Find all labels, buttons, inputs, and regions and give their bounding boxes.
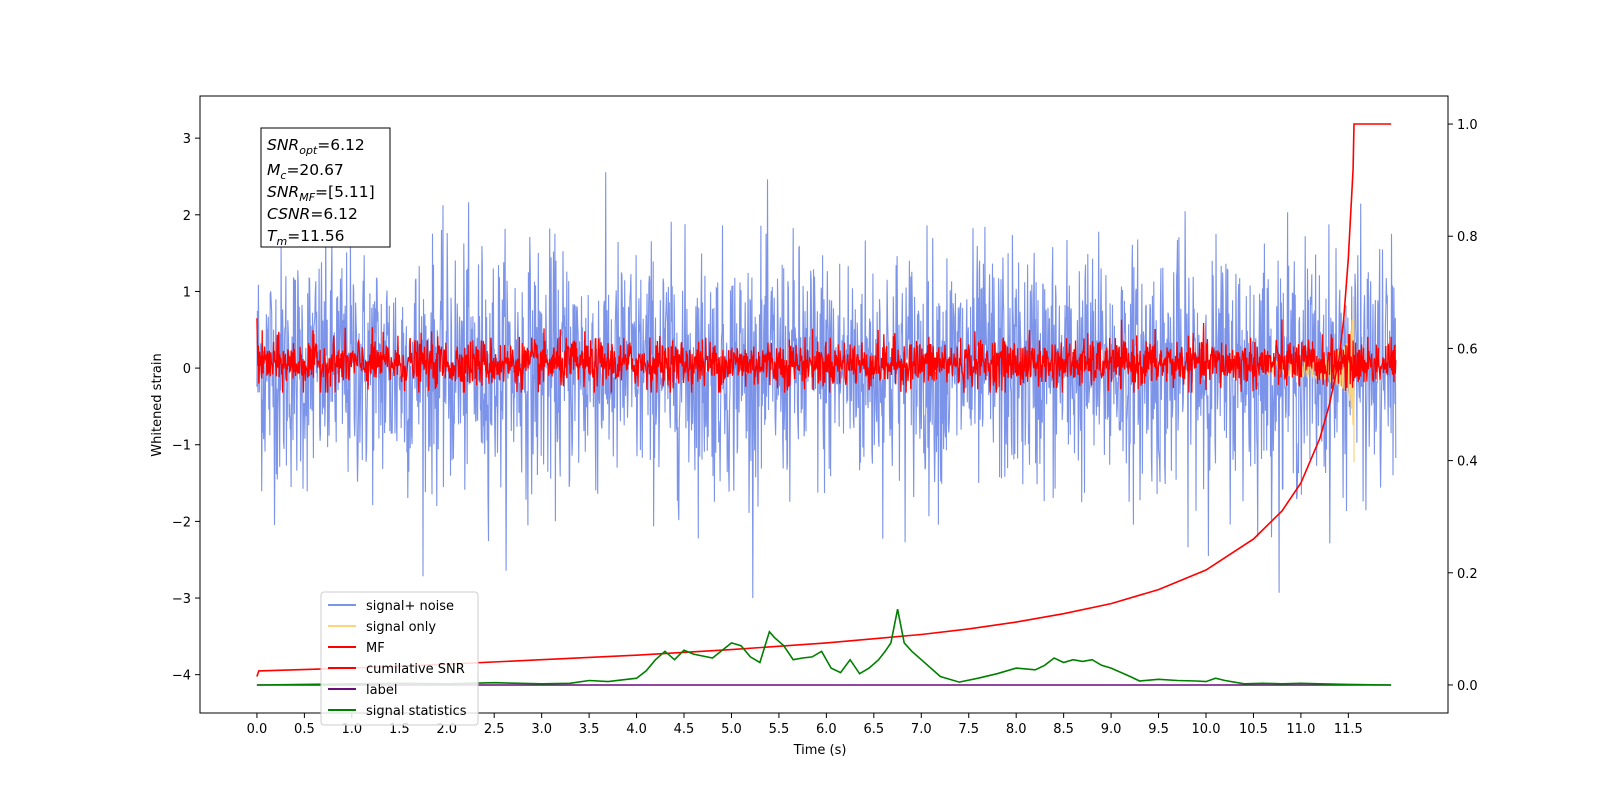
y-axis-right: 1.0 0.8 0.6 0.4 0.2 0.0 bbox=[1448, 118, 1478, 694]
series-signal-statistics bbox=[256, 609, 1392, 686]
x-tick-label: 10.0 bbox=[1192, 722, 1221, 737]
x-tick-label: 3.5 bbox=[579, 722, 600, 737]
x-tick-label: 8.5 bbox=[1053, 722, 1074, 737]
annotation-mc: Mc=20.67 bbox=[267, 161, 344, 182]
x-tick-label: 5.5 bbox=[769, 722, 790, 737]
x-axis-label: Time (s) bbox=[793, 743, 847, 758]
legend-label: signal statistics bbox=[366, 704, 467, 719]
y-tick-label: −4 bbox=[172, 669, 191, 684]
y-tick-label: 0 bbox=[183, 362, 191, 377]
series-mf bbox=[256, 318, 1397, 393]
x-tick-label: 1.0 bbox=[342, 722, 363, 737]
x-tick-label: 10.5 bbox=[1239, 722, 1268, 737]
y2-tick-label: 1.0 bbox=[1457, 118, 1478, 133]
x-tick-label: 0.0 bbox=[247, 722, 268, 737]
x-tick-label: 11.0 bbox=[1286, 722, 1315, 737]
y-axis-label: Whitened strain bbox=[150, 353, 165, 456]
y-tick-label: −2 bbox=[172, 515, 191, 530]
legend-label: label bbox=[366, 683, 397, 698]
annotation-tm: Tm=11.56 bbox=[267, 227, 345, 248]
y-tick-label: −1 bbox=[172, 439, 191, 454]
x-tick-label: 1.5 bbox=[389, 722, 410, 737]
x-tick-label: 6.0 bbox=[816, 722, 837, 737]
x-tick-label: 7.5 bbox=[958, 722, 979, 737]
axes-frame bbox=[199, 95, 1449, 714]
x-axis: 0.0 0.5 1.0 1.5 2.0 2.5 3.0 3.5 4.0 4.5 5.0 5.5 6.0 6… bbox=[247, 713, 1363, 737]
y-tick-label: −3 bbox=[172, 592, 191, 607]
legend-label: signal+ noise bbox=[366, 599, 454, 614]
annotation-box: SNRopt=6.12 Mc=20.67 SNRMF=[5.11] CSNR=6… bbox=[260, 127, 391, 248]
y-tick-label: 2 bbox=[183, 209, 191, 224]
y2-tick-label: 0.8 bbox=[1457, 230, 1478, 245]
x-tick-label: 2.0 bbox=[436, 722, 457, 737]
y-tick-label: 1 bbox=[183, 285, 191, 300]
x-tick-label: 7.0 bbox=[911, 722, 932, 737]
y2-tick-label: 0.2 bbox=[1457, 567, 1478, 582]
y-tick-label: 3 bbox=[183, 132, 191, 147]
legend-label: signal only bbox=[366, 620, 436, 635]
legend: signal+ noise signal only MF cumilative SNR… bbox=[320, 591, 479, 726]
annotation-snr-opt: SNRopt=6.12 bbox=[267, 136, 365, 157]
x-tick-label: 5.0 bbox=[721, 722, 742, 737]
x-tick-label: 6.5 bbox=[863, 722, 884, 737]
x-tick-label: 3.0 bbox=[531, 722, 552, 737]
y2-tick-label: 0.0 bbox=[1457, 679, 1478, 694]
legend-label: MF bbox=[366, 641, 385, 656]
series-signal-noise bbox=[256, 172, 1397, 599]
annotation-csnr: CSNR=6.12 bbox=[267, 205, 358, 223]
x-tick-label: 8.0 bbox=[1006, 722, 1027, 737]
x-tick-label: 4.5 bbox=[674, 722, 695, 737]
x-tick-label: 11.5 bbox=[1334, 722, 1363, 737]
x-tick-label: 0.5 bbox=[294, 722, 315, 737]
y-axis-left: 3 2 1 0 −1 −2 −3 −4 bbox=[172, 132, 200, 684]
series-cumulative-snr bbox=[256, 123, 1392, 677]
y2-tick-label: 0.6 bbox=[1457, 342, 1478, 357]
x-tick-label: 4.0 bbox=[626, 722, 647, 737]
legend-label: cumilative SNR bbox=[366, 662, 465, 677]
x-tick-label: 9.5 bbox=[1148, 722, 1169, 737]
y2-tick-label: 0.4 bbox=[1457, 455, 1478, 470]
annotation-snr-mf: SNRMF=[5.11] bbox=[267, 183, 375, 204]
x-tick-label: 2.5 bbox=[484, 722, 505, 737]
x-tick-label: 9.0 bbox=[1101, 722, 1122, 737]
